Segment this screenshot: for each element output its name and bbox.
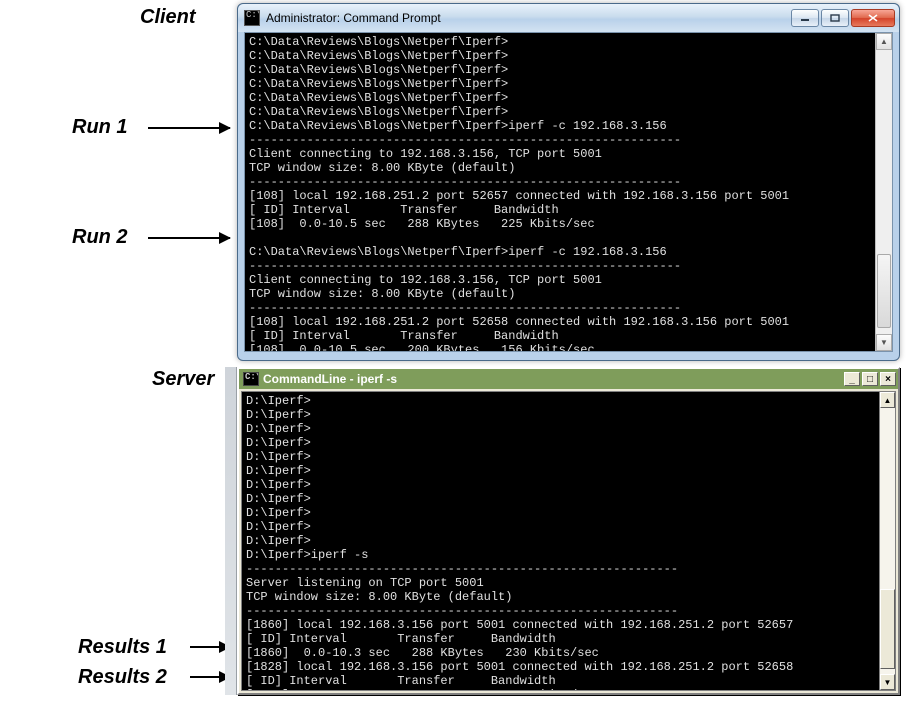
client-window-title: Administrator: Command Prompt — [266, 11, 789, 25]
scroll-thumb[interactable] — [877, 254, 891, 328]
server-titlebar[interactable]: C:\ CommandLine - iperf -s _ □ × — [239, 369, 898, 389]
scroll-down-button[interactable]: ▼ — [876, 334, 892, 351]
scroll-down-button[interactable]: ▼ — [880, 674, 895, 690]
scroll-thumb[interactable] — [880, 589, 895, 669]
client-window: C:\ Administrator: Command Prompt C:\Dat… — [237, 3, 900, 361]
scroll-track[interactable] — [876, 50, 892, 334]
server-console-text: D:\Iperf> D:\Iperf> D:\Iperf> D:\Iperf> … — [242, 392, 877, 691]
results1-label: Results 1 — [78, 636, 167, 659]
server-label: Server — [152, 368, 214, 391]
scroll-up-button[interactable]: ▲ — [880, 392, 895, 408]
run1-label: Run 1 — [72, 116, 128, 139]
close-button[interactable]: × — [880, 372, 896, 386]
server-window-title: CommandLine - iperf -s — [263, 372, 397, 386]
run1-arrow — [148, 127, 230, 129]
client-scrollbar[interactable]: ▲ ▼ — [875, 33, 892, 351]
results2-arrow — [190, 676, 230, 678]
desktop-sliver — [225, 367, 237, 695]
cmd-icon: C:\ — [243, 372, 259, 386]
minimize-button[interactable]: _ — [844, 372, 860, 386]
server-scrollbar[interactable]: ▲ ▼ — [879, 392, 895, 690]
scroll-track[interactable] — [880, 408, 895, 674]
scroll-up-button[interactable]: ▲ — [876, 33, 892, 50]
client-label: Client — [140, 6, 196, 29]
cmd-icon: C:\ — [244, 10, 260, 26]
maximize-button[interactable]: □ — [862, 372, 878, 386]
run2-arrow — [148, 237, 230, 239]
client-console[interactable]: C:\Data\Reviews\Blogs\Netperf\Iperf> C:\… — [244, 32, 893, 352]
server-window: C:\ CommandLine - iperf -s _ □ × D:\Iper… — [237, 367, 900, 695]
client-titlebar[interactable]: C:\ Administrator: Command Prompt — [238, 4, 899, 32]
results1-arrow — [190, 646, 230, 648]
client-console-text: C:\Data\Reviews\Blogs\Netperf\Iperf> C:\… — [245, 33, 874, 352]
maximize-button[interactable] — [821, 9, 849, 27]
server-console[interactable]: D:\Iperf> D:\Iperf> D:\Iperf> D:\Iperf> … — [241, 391, 896, 691]
minimize-button[interactable] — [791, 9, 819, 27]
run2-label: Run 2 — [72, 226, 128, 249]
results2-label: Results 2 — [78, 666, 167, 689]
close-button[interactable] — [851, 9, 895, 27]
